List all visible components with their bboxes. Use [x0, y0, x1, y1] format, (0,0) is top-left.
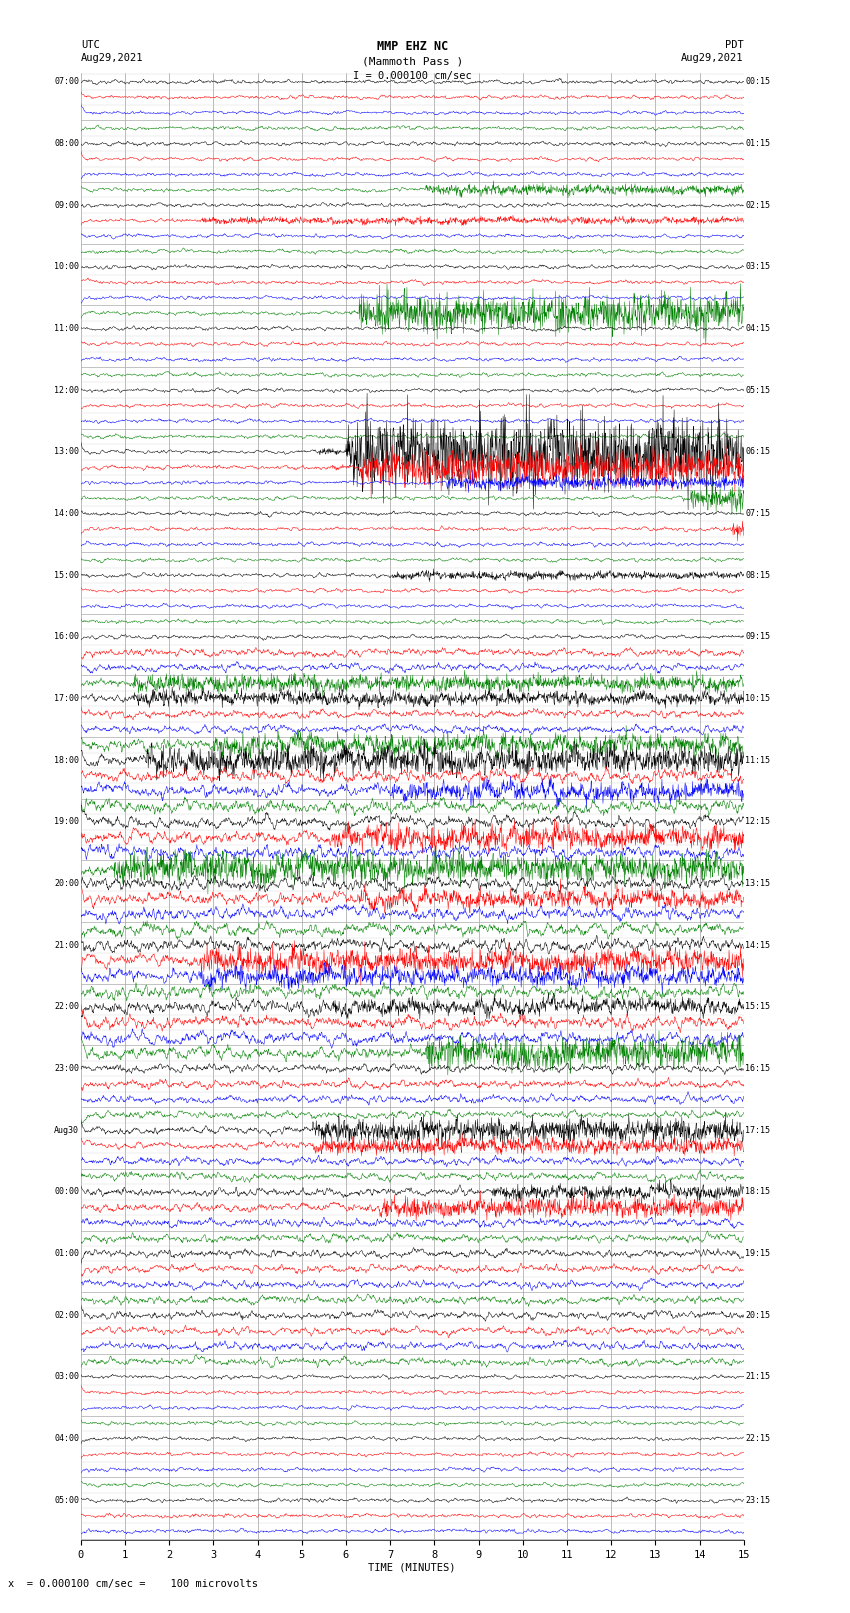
Text: 20:15: 20:15	[745, 1311, 770, 1319]
Text: 05:15: 05:15	[745, 386, 770, 395]
Text: 19:00: 19:00	[54, 818, 79, 826]
Text: 01:00: 01:00	[54, 1248, 79, 1258]
Text: 08:15: 08:15	[745, 571, 770, 579]
Text: 16:15: 16:15	[745, 1065, 770, 1073]
Text: 14:00: 14:00	[54, 510, 79, 518]
Text: 04:15: 04:15	[745, 324, 770, 332]
Text: 18:00: 18:00	[54, 756, 79, 765]
Text: MMP EHZ NC: MMP EHZ NC	[377, 40, 448, 53]
Text: Aug29,2021: Aug29,2021	[681, 53, 744, 63]
Text: 18:15: 18:15	[745, 1187, 770, 1197]
Text: 15:15: 15:15	[745, 1002, 770, 1011]
Text: 13:00: 13:00	[54, 447, 79, 456]
Text: 09:15: 09:15	[745, 632, 770, 642]
Text: 03:00: 03:00	[54, 1373, 79, 1381]
Text: 12:00: 12:00	[54, 386, 79, 395]
X-axis label: TIME (MINUTES): TIME (MINUTES)	[369, 1563, 456, 1573]
Text: 17:15: 17:15	[745, 1126, 770, 1136]
Text: 10:15: 10:15	[745, 694, 770, 703]
Text: 07:00: 07:00	[54, 77, 79, 87]
Text: PDT: PDT	[725, 40, 744, 50]
Text: 23:15: 23:15	[745, 1495, 770, 1505]
Text: 14:15: 14:15	[745, 940, 770, 950]
Text: (Mammoth Pass ): (Mammoth Pass )	[361, 56, 463, 66]
Text: 03:15: 03:15	[745, 263, 770, 271]
Text: 06:15: 06:15	[745, 447, 770, 456]
Text: Aug29,2021: Aug29,2021	[81, 53, 144, 63]
Text: 21:15: 21:15	[745, 1373, 770, 1381]
Text: 10:00: 10:00	[54, 263, 79, 271]
Text: 13:15: 13:15	[745, 879, 770, 889]
Text: 09:00: 09:00	[54, 200, 79, 210]
Text: 00:00: 00:00	[54, 1187, 79, 1197]
Text: 17:00: 17:00	[54, 694, 79, 703]
Text: 02:15: 02:15	[745, 200, 770, 210]
Text: 11:15: 11:15	[745, 756, 770, 765]
Text: x  = 0.000100 cm/sec =    100 microvolts: x = 0.000100 cm/sec = 100 microvolts	[8, 1579, 258, 1589]
Text: I = 0.000100 cm/sec: I = 0.000100 cm/sec	[353, 71, 472, 81]
Text: 19:15: 19:15	[745, 1248, 770, 1258]
Text: 02:00: 02:00	[54, 1311, 79, 1319]
Text: 08:00: 08:00	[54, 139, 79, 148]
Text: 05:00: 05:00	[54, 1495, 79, 1505]
Text: 22:00: 22:00	[54, 1002, 79, 1011]
Text: 01:15: 01:15	[745, 139, 770, 148]
Text: UTC: UTC	[81, 40, 99, 50]
Text: 00:15: 00:15	[745, 77, 770, 87]
Text: 15:00: 15:00	[54, 571, 79, 579]
Text: 12:15: 12:15	[745, 818, 770, 826]
Text: Aug30: Aug30	[54, 1126, 79, 1136]
Text: 20:00: 20:00	[54, 879, 79, 889]
Text: 11:00: 11:00	[54, 324, 79, 332]
Text: 04:00: 04:00	[54, 1434, 79, 1444]
Text: 16:00: 16:00	[54, 632, 79, 642]
Text: 21:00: 21:00	[54, 940, 79, 950]
Text: 23:00: 23:00	[54, 1065, 79, 1073]
Text: 22:15: 22:15	[745, 1434, 770, 1444]
Text: 07:15: 07:15	[745, 510, 770, 518]
